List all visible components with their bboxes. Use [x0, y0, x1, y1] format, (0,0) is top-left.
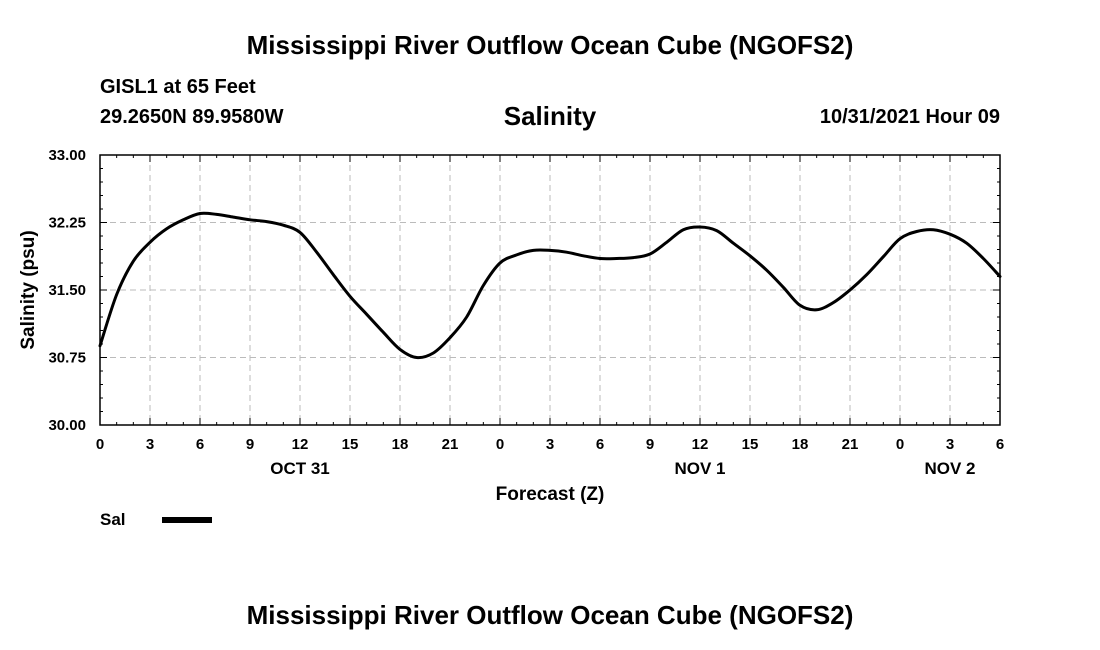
x-tick-label: 21 [842, 436, 859, 453]
forecast-datetime: 10/31/2021 Hour 09 [819, 106, 1000, 128]
y-axis-title: Salinity (psu) [18, 230, 39, 349]
x-date-label: OCT 31 [270, 459, 330, 478]
x-tick-label: 9 [646, 436, 654, 453]
x-tick-label: 3 [546, 436, 554, 453]
y-tick-label: 31.50 [48, 282, 86, 299]
grid-lines [100, 155, 1000, 425]
footer-title: Mississippi River Outflow Ocean Cube (NG… [246, 600, 854, 630]
x-tick-label: 6 [996, 436, 1004, 453]
x-tick-label: 0 [896, 436, 904, 453]
y-tick-label: 33.00 [48, 147, 86, 164]
chart-main-title: Mississippi River Outflow Ocean Cube (NG… [246, 30, 854, 60]
x-tick-label: 12 [292, 436, 309, 453]
legend-label: Sal [100, 510, 126, 529]
y-tick-label: 32.25 [48, 215, 86, 232]
x-tick-label: 9 [246, 436, 254, 453]
x-tick-label: 21 [442, 436, 459, 453]
x-tick-label: 18 [792, 436, 809, 453]
x-tick-label: 12 [692, 436, 709, 453]
x-tick-label: 6 [196, 436, 204, 453]
x-tick-label: 3 [146, 436, 154, 453]
legend-swatch [162, 517, 212, 523]
x-tick-label: 18 [392, 436, 409, 453]
x-axis-title: Forecast (Z) [496, 484, 605, 505]
station-label: GISL1 at 65 Feet [100, 76, 256, 98]
x-tick-label: 6 [596, 436, 604, 453]
x-tick-label: 0 [496, 436, 504, 453]
y-tick-label: 30.00 [48, 417, 86, 434]
x-tick-label: 15 [742, 436, 759, 453]
y-tick-label: 30.75 [48, 350, 86, 367]
x-date-label: NOV 1 [674, 459, 725, 478]
x-tick-label: 0 [96, 436, 104, 453]
axis-ticks [99, 154, 1001, 426]
axis-labels: 0 3 6 9 12 15 18 21 0 3 6 9 12 15 18 21 0 3 6 30.00 30.75 31.… [48, 147, 1004, 478]
x-tick-label: 15 [342, 436, 359, 453]
salinity-series-line [98, 211, 1002, 360]
chart-variable-title: Salinity [503, 101, 597, 131]
station-coordinates: 29.2650N 89.9580W [100, 106, 284, 128]
x-tick-label: 3 [946, 436, 954, 453]
x-date-label: NOV 2 [924, 459, 975, 478]
